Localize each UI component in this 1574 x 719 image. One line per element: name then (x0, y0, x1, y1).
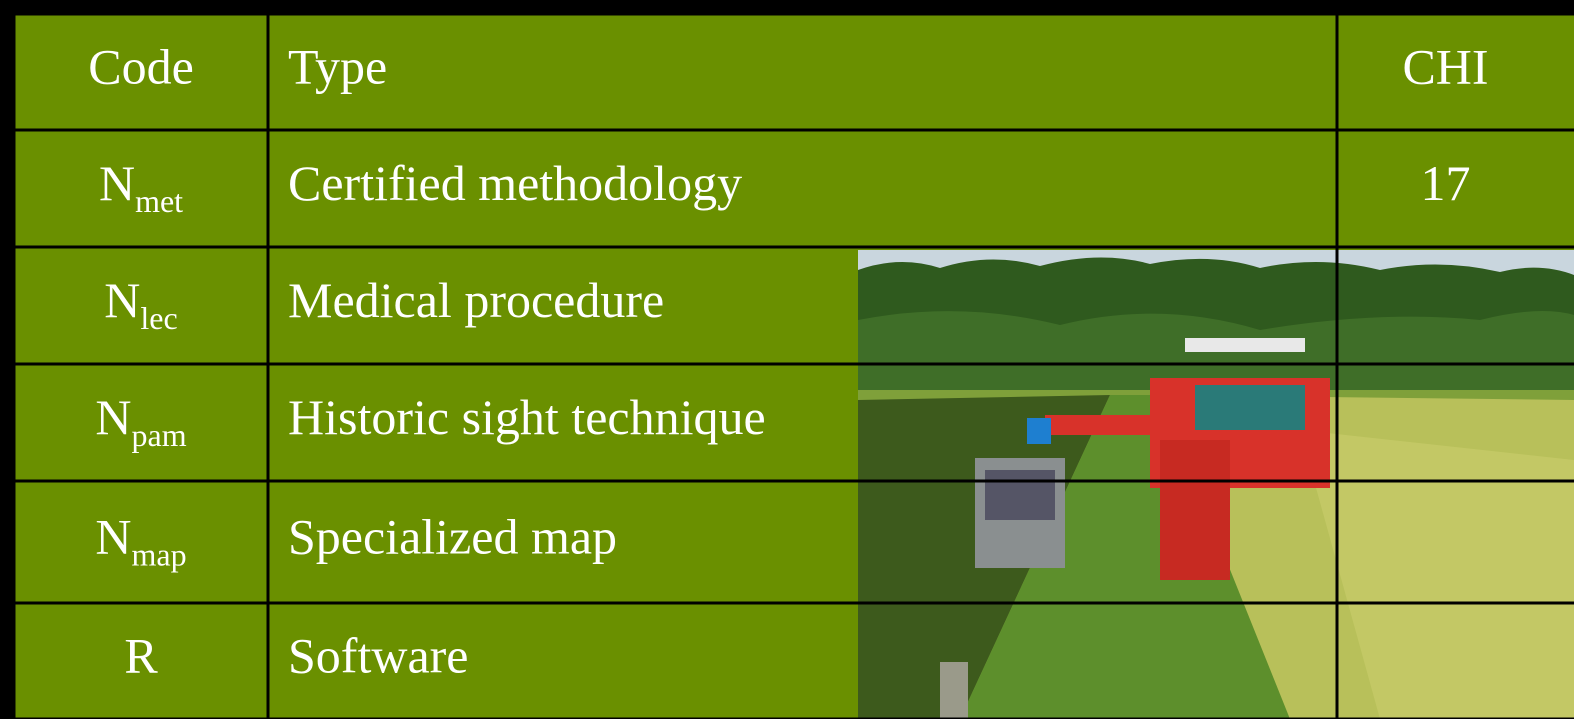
header-cell: Code (88, 38, 194, 94)
code-subscript: met (135, 183, 183, 219)
type-cell: Software (288, 627, 469, 683)
code-subscript: map (132, 536, 187, 572)
chi-cell: 17 (1421, 155, 1471, 211)
photo (858, 250, 1574, 719)
type-cell: Historic sight technique (288, 389, 766, 445)
code-cell: N (95, 389, 131, 445)
type-cell: Medical procedure (288, 272, 664, 328)
code-cell: R (124, 627, 158, 683)
code-subscript: lec (140, 300, 177, 336)
code-cell: N (99, 155, 135, 211)
header-cell: Type (288, 38, 387, 94)
type-cell: Certified methodology (288, 155, 742, 211)
header-cell: CHI (1402, 38, 1488, 94)
table-grid (12, 12, 1574, 719)
code-subscript: pam (132, 417, 187, 453)
code-cell: N (95, 508, 131, 564)
type-cell: Specialized map (288, 508, 617, 564)
code-cell: N (104, 272, 140, 328)
